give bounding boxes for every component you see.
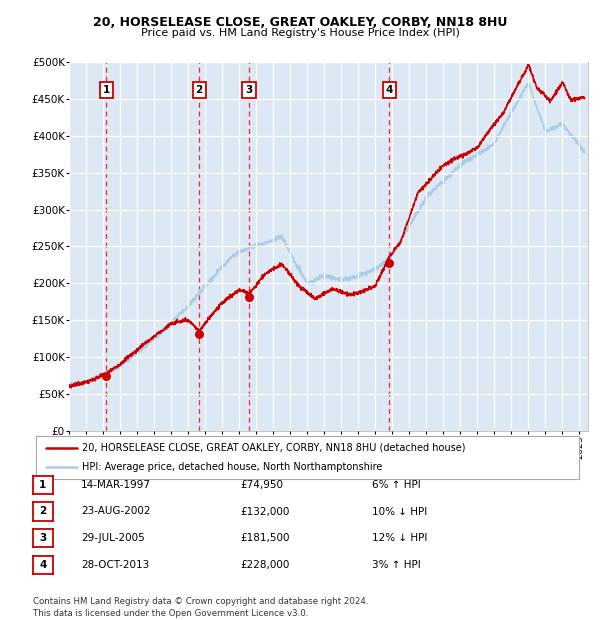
Text: 3: 3 <box>245 85 253 95</box>
Text: 2: 2 <box>196 85 203 95</box>
Text: 20, HORSELEASE CLOSE, GREAT OAKLEY, CORBY, NN18 8HU (detached house): 20, HORSELEASE CLOSE, GREAT OAKLEY, CORB… <box>82 443 466 453</box>
Text: 28-OCT-2013: 28-OCT-2013 <box>81 560 149 570</box>
Text: Price paid vs. HM Land Registry's House Price Index (HPI): Price paid vs. HM Land Registry's House … <box>140 28 460 38</box>
Text: £228,000: £228,000 <box>240 560 289 570</box>
Text: 4: 4 <box>39 560 47 570</box>
Text: 10% ↓ HPI: 10% ↓ HPI <box>372 507 427 516</box>
Text: 1: 1 <box>39 480 47 490</box>
Text: 4: 4 <box>386 85 393 95</box>
Text: 3: 3 <box>39 533 47 543</box>
Text: HPI: Average price, detached house, North Northamptonshire: HPI: Average price, detached house, Nort… <box>82 463 383 472</box>
Text: 23-AUG-2002: 23-AUG-2002 <box>81 507 151 516</box>
Text: 6% ↑ HPI: 6% ↑ HPI <box>372 480 421 490</box>
Text: £132,000: £132,000 <box>240 507 289 516</box>
Text: 3% ↑ HPI: 3% ↑ HPI <box>372 560 421 570</box>
Text: 1: 1 <box>103 85 110 95</box>
Text: £181,500: £181,500 <box>240 533 290 543</box>
Text: 14-MAR-1997: 14-MAR-1997 <box>81 480 151 490</box>
Text: 20, HORSELEASE CLOSE, GREAT OAKLEY, CORBY, NN18 8HU: 20, HORSELEASE CLOSE, GREAT OAKLEY, CORB… <box>93 16 507 29</box>
Text: 2: 2 <box>39 507 47 516</box>
Text: 12% ↓ HPI: 12% ↓ HPI <box>372 533 427 543</box>
Text: £74,950: £74,950 <box>240 480 283 490</box>
Text: Contains HM Land Registry data © Crown copyright and database right 2024.
This d: Contains HM Land Registry data © Crown c… <box>33 597 368 618</box>
Text: 29-JUL-2005: 29-JUL-2005 <box>81 533 145 543</box>
